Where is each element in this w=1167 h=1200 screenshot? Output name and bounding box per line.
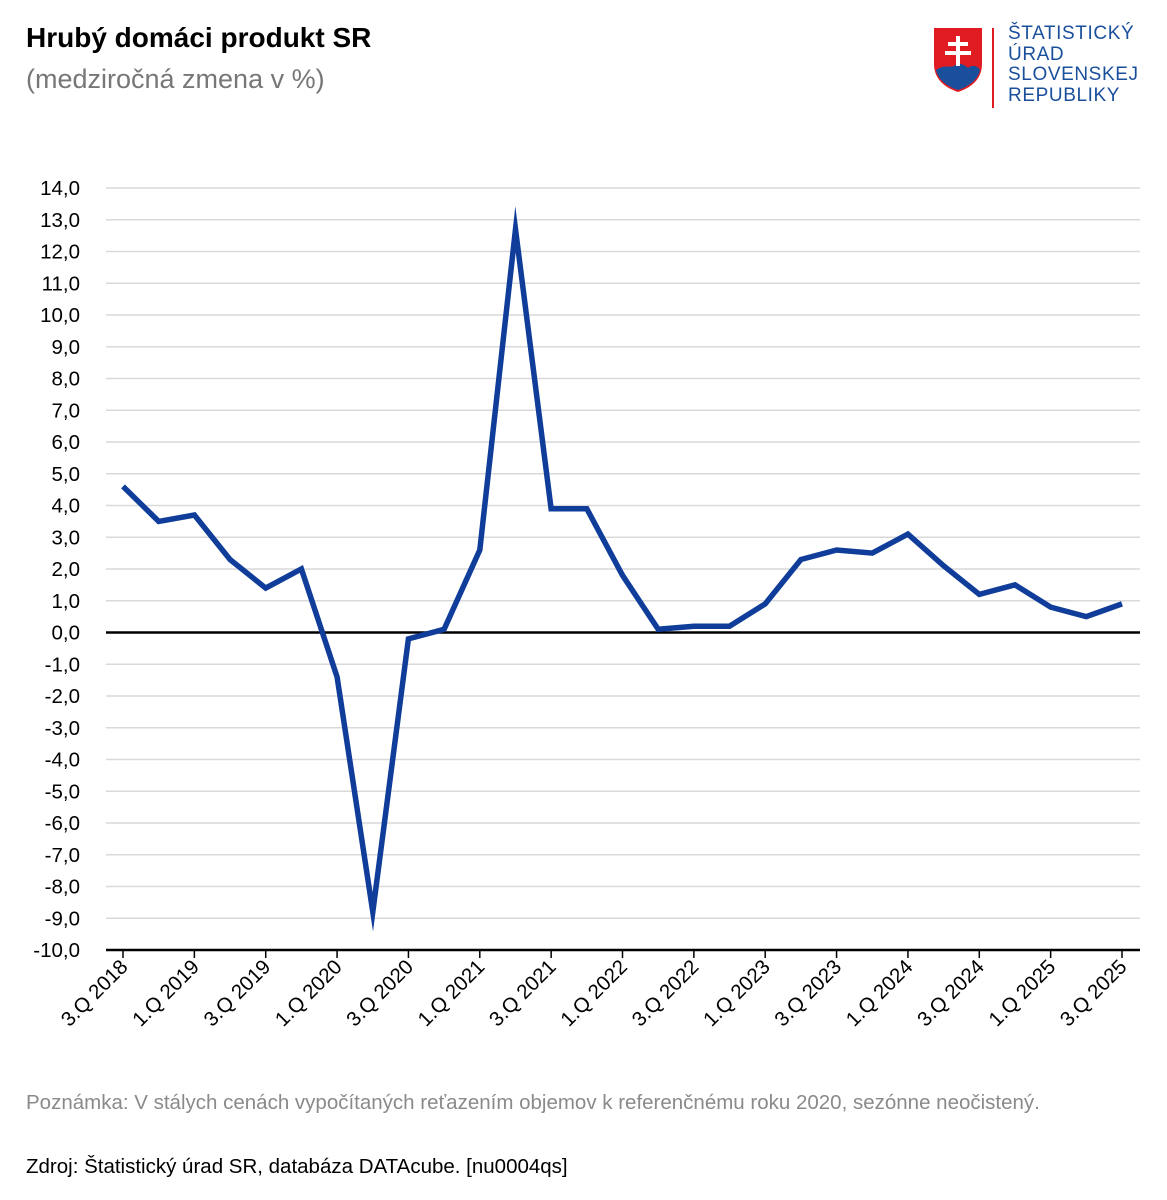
logo-divider	[992, 28, 994, 108]
x-tick-label: 1.Q 2024	[842, 955, 918, 1031]
y-tick-label: -10,0	[33, 939, 80, 962]
logo-line: ÚRAD	[1008, 43, 1065, 65]
x-tick-label: 1.Q 2023	[699, 955, 775, 1031]
y-tick-label: 10,0	[40, 304, 80, 327]
logo-line: SLOVENSKEJ	[1008, 64, 1139, 85]
logo-line: ŠTATISTICKÝ	[1008, 23, 1135, 44]
x-tick-label: 3.Q 2020	[342, 955, 418, 1031]
y-tick-label: -2,0	[45, 685, 80, 708]
x-tick-label: 3.Q 2024	[913, 955, 989, 1031]
y-tick-label: 12,0	[40, 241, 80, 264]
y-tick-label: 7,0	[52, 399, 81, 422]
source-line: Zdroj: Štatistický úrad SR, databáza DAT…	[26, 1155, 568, 1178]
y-tick-label: 0,0	[52, 622, 81, 645]
x-tick-label: 1.Q 2022	[556, 955, 632, 1031]
double-cross-icon	[945, 36, 971, 66]
y-tick-label: -9,0	[45, 907, 80, 930]
x-tick-label: 3.Q 2022	[627, 955, 703, 1031]
shield-mountains	[936, 63, 980, 90]
logo-text: ŠTATISTICKÝ ÚRAD SLOVENSKEJ REPUBLIKY	[1008, 23, 1139, 106]
y-tick-label: 14,0	[40, 177, 80, 200]
y-tick-label: 8,0	[52, 368, 81, 391]
chart-title: Hrubý domáci produkt SR	[26, 22, 372, 53]
footnote: Poznámka: V stálych cenách vypočítaných …	[26, 1091, 1040, 1114]
x-tick-label: 1.Q 2019	[128, 955, 204, 1031]
x-tick-label: 3.Q 2018	[57, 955, 133, 1031]
y-tick-label: 13,0	[40, 209, 80, 232]
y-tick-label: 1,0	[52, 590, 81, 613]
y-tick-label: -6,0	[45, 812, 80, 835]
y-tick-label: 9,0	[52, 336, 81, 359]
y-tick-label: 6,0	[52, 431, 81, 454]
gdp-line-chart: 14,0 13,0 12,0 11,0 10,0 9,0 8,0 7,0 6,0 5,0 4,0 3,…	[33, 177, 1140, 1031]
y-tick-label: -5,0	[45, 780, 80, 803]
y-tick-label: 11,0	[42, 272, 80, 295]
y-tick-label: 4,0	[52, 495, 81, 518]
gdp-series-line	[121, 206, 1123, 932]
chart-subtitle: (medziročná zmena v %)	[26, 64, 325, 94]
logo-line: REPUBLIKY	[1008, 84, 1121, 106]
y-tick-label: -3,0	[45, 717, 80, 740]
y-tick-label: -4,0	[45, 749, 80, 772]
y-tick-label: 3,0	[52, 526, 81, 549]
y-tick-label: 5,0	[52, 463, 81, 486]
x-tick-label: 3.Q 2019	[199, 955, 275, 1031]
y-tick-label: -7,0	[45, 844, 80, 867]
y-tick-label: 2,0	[52, 558, 81, 581]
statistical-office-logo	[934, 28, 982, 92]
y-tick-label: -1,0	[45, 653, 80, 676]
x-tick-label: 1.Q 2025	[984, 955, 1060, 1031]
y-tick-label: -8,0	[45, 876, 80, 899]
x-tick-label: 3.Q 2025	[1056, 955, 1132, 1031]
x-tick-label: 3.Q 2023	[770, 955, 846, 1031]
x-tick-label: 1.Q 2021	[413, 955, 489, 1031]
x-tick-label: 3.Q 2021	[485, 955, 561, 1031]
x-tick-label: 1.Q 2020	[271, 955, 347, 1031]
